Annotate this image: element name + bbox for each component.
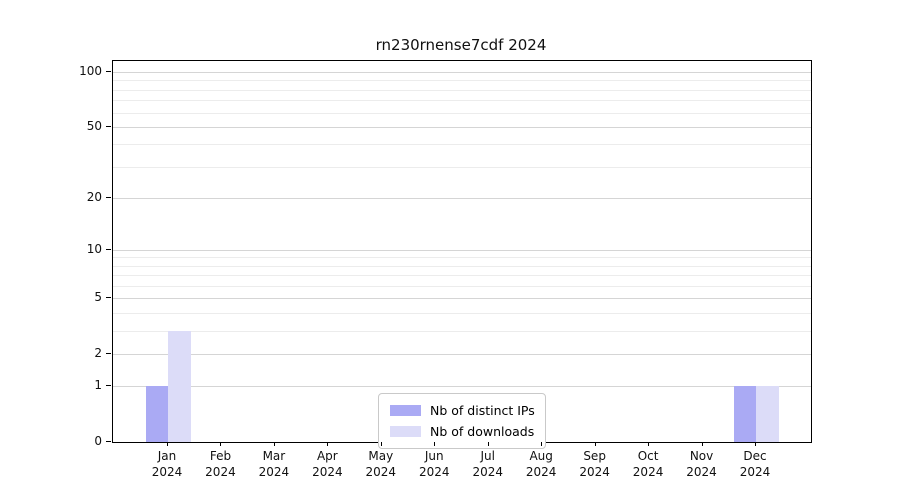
- legend-item: Nb of distinct IPs: [390, 400, 535, 421]
- x-tick-mark: [327, 442, 329, 446]
- x-tick-label: May 2024: [365, 449, 397, 479]
- x-tick-label: Apr 2024: [312, 449, 343, 479]
- x-tick-mark: [541, 442, 543, 446]
- legend-swatch: [390, 426, 421, 437]
- x-tick-mark: [701, 442, 703, 446]
- y-tick-mark: [106, 248, 111, 250]
- legend-label: Nb of downloads: [430, 424, 535, 439]
- y-tick-label: 5: [94, 290, 102, 305]
- minor-gridline: [113, 265, 811, 267]
- major-gridline: [113, 249, 811, 251]
- major-gridline: [113, 386, 811, 388]
- y-tick-mark: [106, 441, 111, 442]
- minor-gridline: [113, 112, 811, 114]
- bar-downloads: [168, 330, 191, 442]
- x-tick-label: Jun 2024: [418, 449, 450, 479]
- x-tick-mark: [434, 442, 436, 446]
- minor-gridline: [113, 257, 811, 259]
- legend-item: Nb of downloads: [390, 421, 535, 442]
- y-tick-label: 20: [86, 189, 102, 204]
- x-tick-label: Jan 2024: [151, 449, 183, 479]
- major-gridline: [113, 126, 811, 128]
- x-tick-mark: [594, 442, 596, 446]
- y-tick-mark: [106, 385, 111, 387]
- y-tick-label: 2: [94, 345, 102, 360]
- minor-gridline: [113, 80, 811, 82]
- y-tick-label: 100: [79, 64, 102, 79]
- y-tick-label: 0: [94, 434, 102, 448]
- x-tick-label: Sep 2024: [579, 449, 610, 479]
- major-gridline: [113, 72, 811, 74]
- minor-gridline: [113, 275, 811, 277]
- x-tick-label: Mar 2024: [258, 449, 290, 479]
- x-tick-mark: [755, 442, 756, 446]
- minor-gridline: [113, 286, 811, 288]
- major-gridline: [113, 197, 811, 199]
- x-tick-label: Nov 2024: [686, 449, 717, 479]
- y-tick-label: 50: [86, 118, 102, 133]
- legend: Nb of distinct IPs Nb of downloads: [378, 393, 546, 449]
- x-tick-mark: [380, 442, 382, 446]
- plot-area: [112, 60, 812, 443]
- y-tick-mark: [106, 297, 111, 299]
- bar-distinct-ips: [145, 386, 168, 442]
- minor-gridline: [113, 89, 811, 91]
- y-tick-label: 10: [86, 241, 102, 256]
- y-tick-mark: [106, 352, 111, 354]
- minor-gridline: [113, 144, 811, 146]
- legend-swatch: [390, 405, 421, 416]
- y-tick-mark: [106, 71, 111, 73]
- minor-gridline: [113, 313, 811, 314]
- legend-label: Nb of distinct IPs: [430, 403, 535, 418]
- x-tick-label: Oct 2024: [632, 449, 664, 479]
- minor-gridline: [113, 330, 811, 332]
- x-tick-label: Feb 2024: [205, 449, 236, 479]
- x-tick-mark: [220, 442, 222, 446]
- bar-distinct-ips: [733, 386, 756, 442]
- x-tick-label: Jul 2024: [472, 449, 503, 479]
- minor-gridline: [113, 100, 811, 102]
- x-tick-label: Dec 2024: [739, 449, 771, 479]
- y-tick-label: 1: [94, 378, 102, 393]
- major-gridline: [113, 298, 811, 300]
- y-tick-mark: [106, 125, 111, 127]
- major-gridline: [113, 353, 811, 355]
- minor-gridline: [113, 166, 811, 168]
- x-tick-mark: [167, 442, 168, 446]
- x-tick-mark: [648, 442, 650, 446]
- y-tick-mark: [106, 196, 111, 198]
- x-tick-label: Aug 2024: [525, 449, 557, 479]
- x-tick-mark: [273, 442, 275, 446]
- chart-title: rn230rnense7cdf 2024: [375, 36, 547, 54]
- x-tick-mark: [487, 442, 489, 446]
- bar-downloads: [756, 386, 779, 442]
